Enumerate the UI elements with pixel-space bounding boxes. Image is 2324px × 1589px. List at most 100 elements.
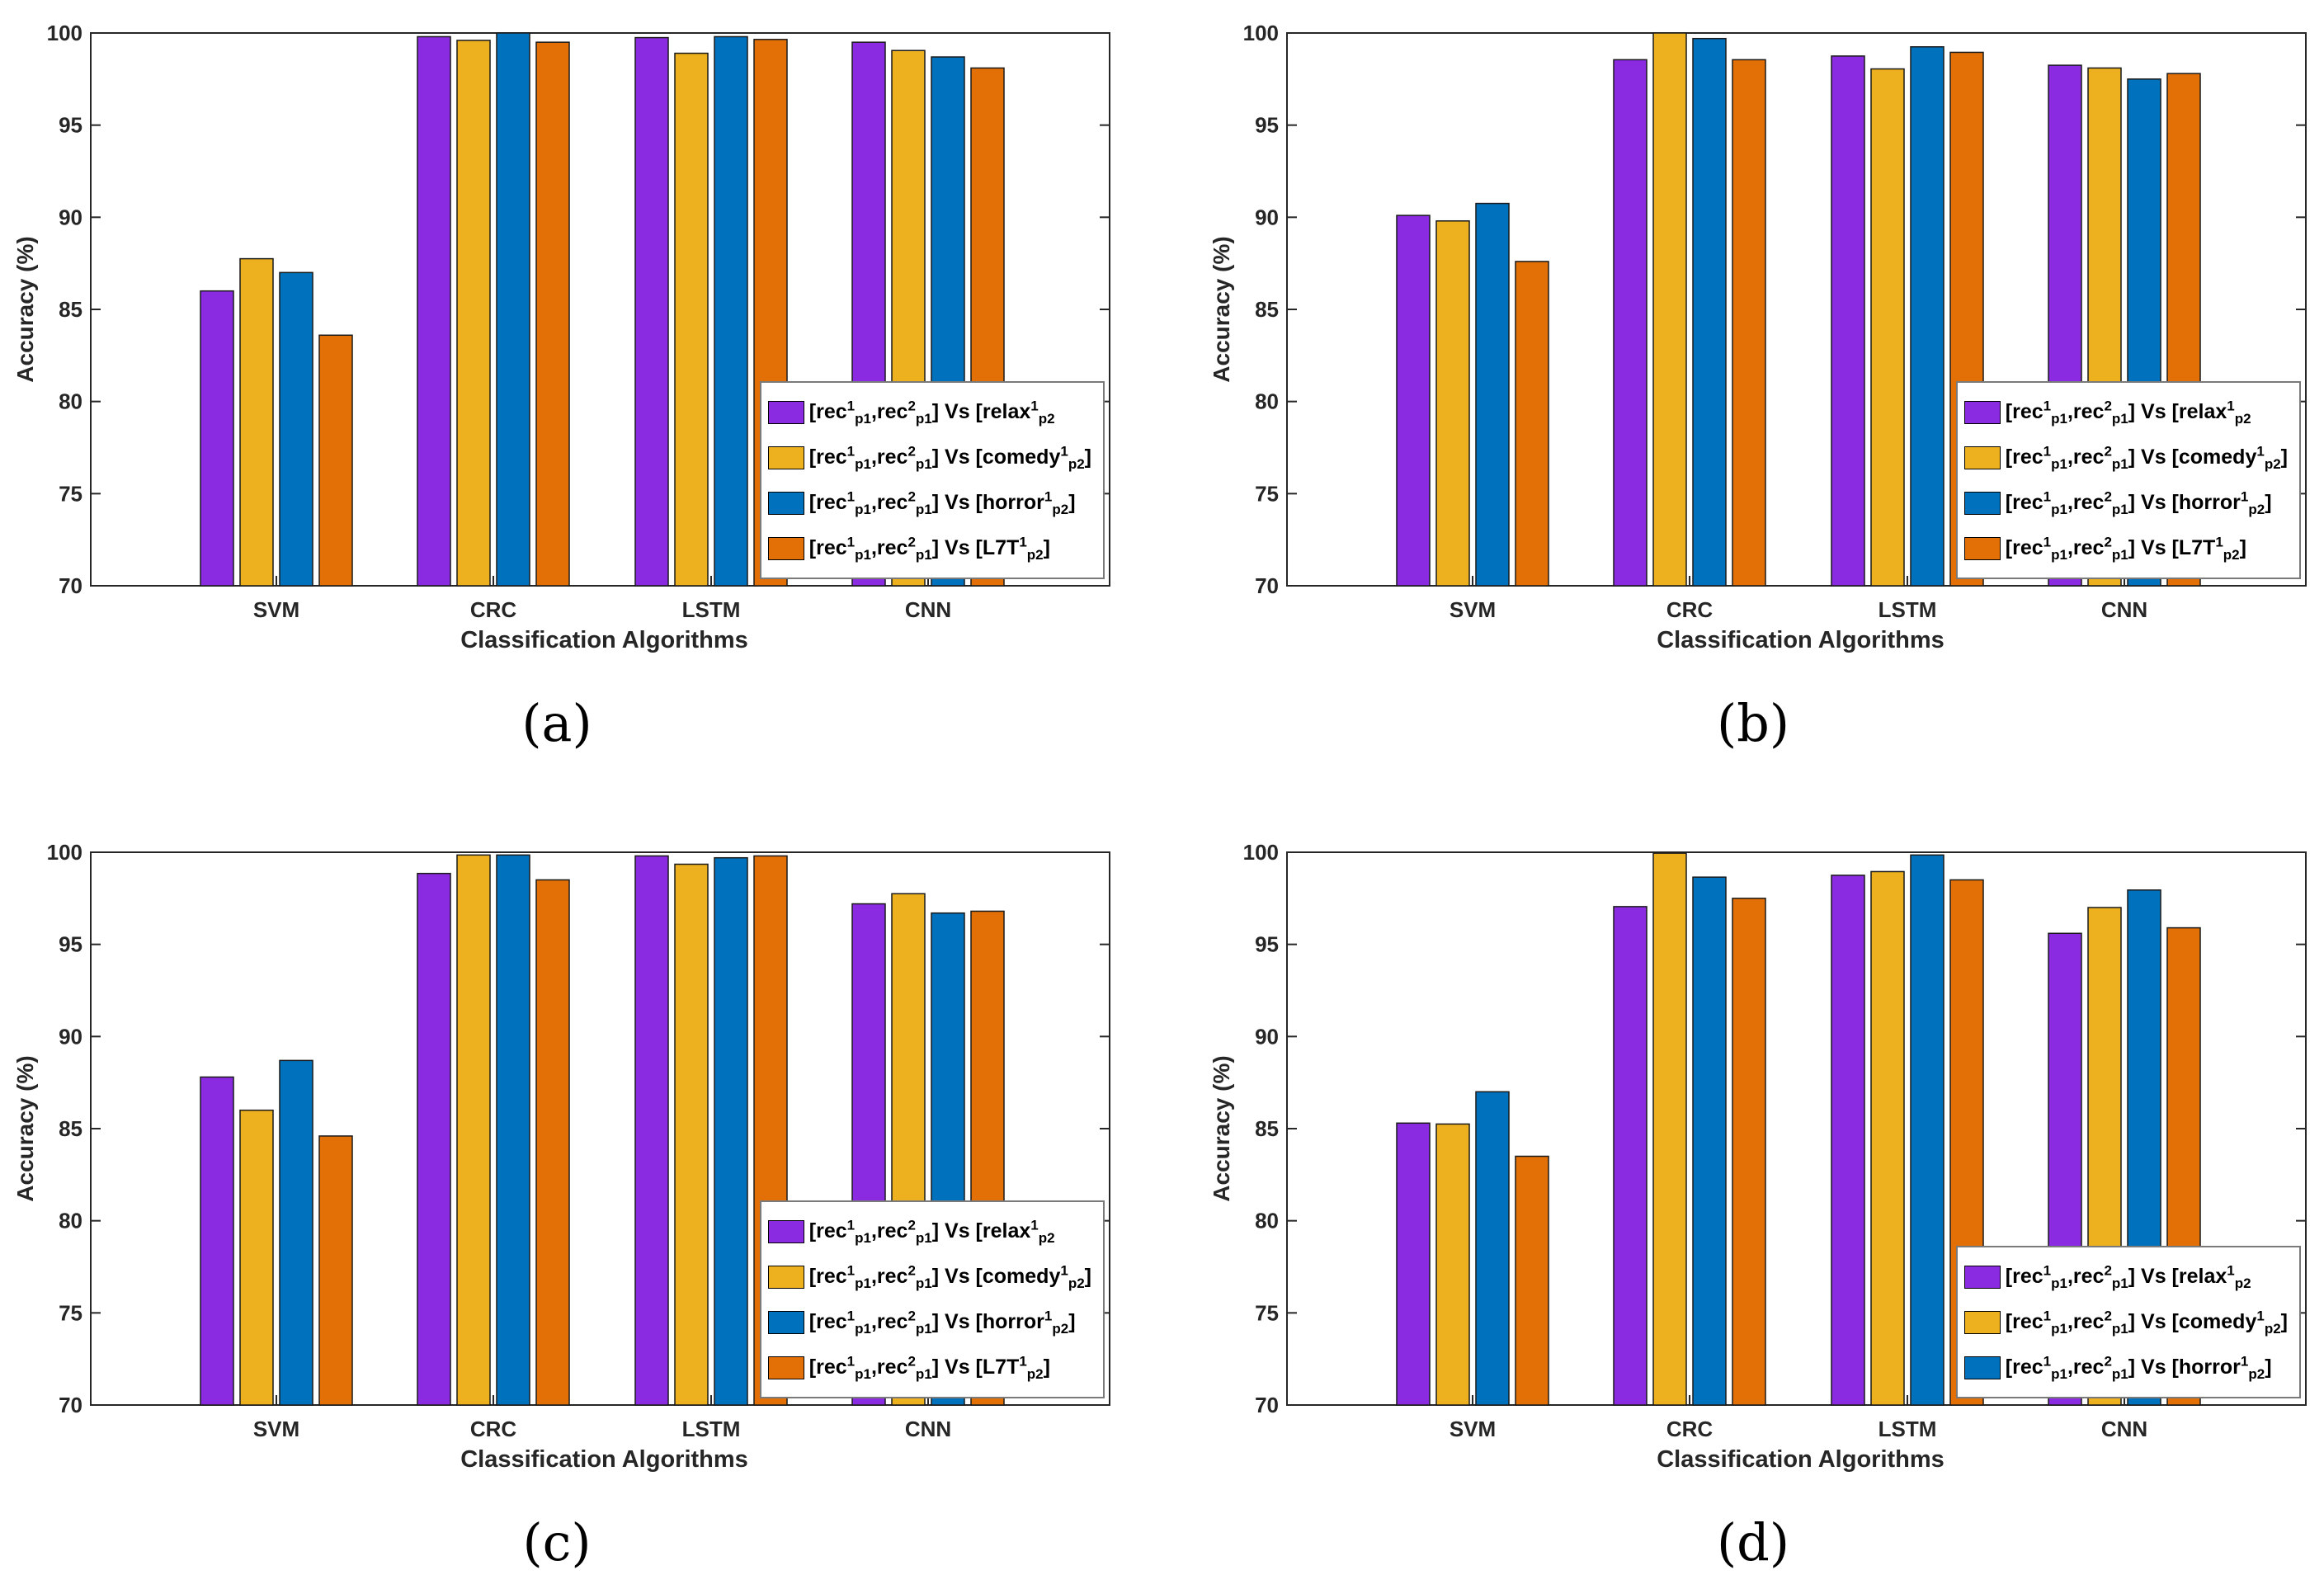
y-tick-label: 90	[59, 1024, 82, 1049]
y-tick-label: 100	[47, 21, 82, 45]
y-tick-label: 75	[1255, 1300, 1279, 1325]
legend-item-relax: [rec1p1,rec2p1] Vs [relax1p2	[1963, 389, 2288, 435]
y-tick-label: 100	[47, 840, 82, 865]
bar-l7t-crc	[535, 41, 570, 587]
legend-item-horror: [rec1p1,rec2p1] Vs [horror1p2]	[767, 1299, 1091, 1345]
bar-horror-lstm	[1910, 46, 1945, 587]
bar-comedy-crc	[456, 40, 491, 587]
legend-label: [rec1p1,rec2p1] Vs [comedy1p2]	[2005, 443, 2288, 472]
panel-caption: (a)	[521, 693, 592, 753]
y-tick-label: 75	[1255, 481, 1279, 506]
bar-horror-crc	[1692, 37, 1727, 587]
bar-comedy-svm	[239, 1109, 274, 1406]
x-axis-label: Classification Algorithms	[460, 1446, 748, 1473]
bar-horror-lstm	[1910, 854, 1945, 1406]
bar-relax-lstm	[634, 36, 669, 587]
panel-caption: (d)	[1716, 1512, 1790, 1572]
x-axis-label: Classification Algorithms	[1657, 1446, 1945, 1473]
legend-label: [rec1p1,rec2p1] Vs [comedy1p2]	[808, 443, 1091, 472]
bar-l7t-crc	[1732, 898, 1766, 1406]
bar-horror-crc	[1692, 876, 1727, 1406]
legend-item-l7t: [rec1p1,rec2p1] Vs [L7T1p2]	[767, 1345, 1091, 1390]
bar-horror-crc	[496, 32, 530, 587]
chart-panel-a: 70 75 80 85 90 95 100 SVM CRC LSTM CNN Classificati…	[0, 0, 1155, 767]
bar-l7t-svm	[1515, 261, 1549, 587]
legend-swatch	[1963, 400, 2001, 424]
bar-relax-lstm	[1831, 875, 1865, 1406]
bar-chart: 70 75 80 85 90 95 100 SVM CRC LSTM CNN Classificati…	[12, 21, 1110, 653]
legend-label: [rec1p1,rec2p1] Vs [relax1p2	[808, 398, 1055, 427]
x-tick-label: CNN	[2101, 597, 2147, 622]
y-tick-label: 80	[59, 389, 82, 414]
x-axis-label: Classification Algorithms	[1657, 627, 1945, 653]
x-tick-label: SVM	[1450, 597, 1496, 622]
y-tick-label: 100	[1243, 840, 1279, 865]
x-tick-label: CRC	[1666, 597, 1714, 622]
y-tick-label: 85	[1255, 1116, 1279, 1141]
legend-item-horror: [rec1p1,rec2p1] Vs [horror1p2]	[1963, 1345, 2288, 1390]
y-tick-label: 90	[1255, 1024, 1279, 1049]
x-tick-label: LSTM	[1879, 1417, 1937, 1441]
y-tick-label: 70	[1255, 1393, 1279, 1417]
legend-swatch	[767, 1265, 804, 1289]
legend-label: [rec1p1,rec2p1] Vs [horror1p2]	[808, 1308, 1076, 1337]
x-tick-label: SVM	[253, 1417, 299, 1441]
bar-horror-lstm	[714, 856, 748, 1406]
legend-label: [rec1p1,rec2p1] Vs [comedy1p2]	[808, 1262, 1091, 1291]
legend-item-relax: [rec1p1,rec2p1] Vs [relax1p2	[767, 1209, 1091, 1254]
x-tick-label: CNN	[2101, 1417, 2147, 1441]
panel-caption: (b)	[1716, 693, 1790, 753]
y-axis-label: Accuracy (%)	[12, 1055, 38, 1201]
legend-label: [rec1p1,rec2p1] Vs [horror1p2]	[808, 488, 1076, 517]
bar-l7t-crc	[535, 879, 570, 1406]
y-tick-label: 85	[59, 297, 82, 322]
legend-label: [rec1p1,rec2p1] Vs [relax1p2	[2005, 398, 2251, 427]
bar-relax-crc	[1613, 59, 1648, 587]
legend: [rec1p1,rec2p1] Vs [relax1p2 [rec1p1,rec2…	[1955, 381, 2301, 579]
legend-swatch	[767, 1356, 804, 1379]
legend-swatch	[1963, 536, 2001, 560]
bar-relax-svm	[1396, 1122, 1431, 1406]
y-tick-label: 95	[1255, 932, 1279, 957]
bar-comedy-lstm	[1870, 870, 1905, 1406]
legend-item-comedy: [rec1p1,rec2p1] Vs [comedy1p2]	[1963, 1299, 2288, 1345]
bar-horror-svm	[279, 1059, 313, 1406]
bar-relax-crc	[1613, 906, 1648, 1406]
x-tick-label: CNN	[905, 597, 951, 622]
legend-item-relax: [rec1p1,rec2p1] Vs [relax1p2	[767, 389, 1091, 435]
legend-item-l7t: [rec1p1,rec2p1] Vs [L7T1p2]	[1963, 526, 2288, 571]
x-tick-label: LSTM	[1879, 597, 1937, 622]
y-axis-label: Accuracy (%)	[12, 236, 38, 382]
bar-l7t-svm	[318, 1135, 353, 1406]
legend-item-comedy: [rec1p1,rec2p1] Vs [comedy1p2]	[767, 435, 1091, 480]
legend-swatch	[1963, 1356, 2001, 1379]
bar-relax-svm	[1396, 215, 1431, 587]
bar-comedy-lstm	[674, 52, 709, 587]
legend-swatch	[767, 491, 804, 515]
y-tick-label: 70	[59, 1393, 82, 1417]
y-tick-label: 85	[59, 1116, 82, 1141]
bar-relax-lstm	[634, 855, 669, 1406]
bar-chart: 70 75 80 85 90 95 100 SVM CRC LSTM CNN Classificati…	[12, 840, 1110, 1473]
y-tick-label: 80	[1255, 389, 1279, 414]
y-tick-label: 80	[59, 1209, 82, 1233]
y-tick-label: 95	[59, 932, 82, 957]
legend-label: [rec1p1,rec2p1] Vs [horror1p2]	[2005, 1353, 2272, 1382]
legend-swatch	[767, 536, 804, 560]
y-tick-label: 75	[59, 1300, 82, 1325]
x-tick-label: CRC	[1666, 1417, 1714, 1441]
legend-swatch	[1963, 1310, 2001, 1334]
y-tick-label: 80	[1255, 1209, 1279, 1233]
legend: [rec1p1,rec2p1] Vs [relax1p2 [rec1p1,rec2…	[1955, 1246, 2301, 1398]
chart-panel-c: 70 75 80 85 90 95 100 SVM CRC LSTM CNN Classificati…	[0, 819, 1155, 1587]
bar-l7t-svm	[318, 334, 353, 587]
legend-label: [rec1p1,rec2p1] Vs [L7T1p2]	[2005, 534, 2246, 563]
legend-swatch	[767, 1219, 804, 1243]
y-tick-label: 75	[59, 481, 82, 506]
bar-horror-lstm	[714, 35, 748, 587]
legend-label: [rec1p1,rec2p1] Vs [relax1p2	[2005, 1262, 2251, 1291]
x-tick-label: LSTM	[682, 1417, 741, 1441]
bar-comedy-lstm	[1870, 68, 1905, 587]
y-tick-label: 95	[1255, 113, 1279, 138]
y-tick-label: 90	[59, 205, 82, 229]
